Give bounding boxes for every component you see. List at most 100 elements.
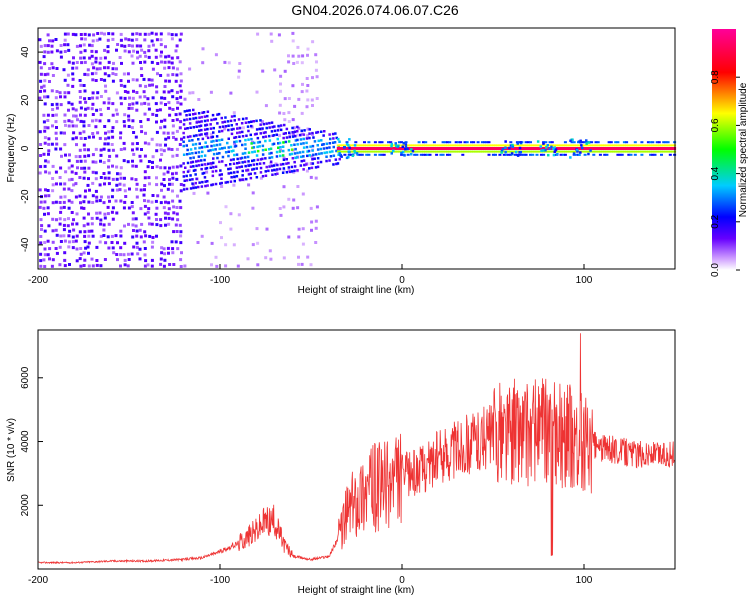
heatmap-cell bbox=[387, 141, 390, 144]
heatmap-cell bbox=[111, 32, 115, 36]
heatmap-cell bbox=[139, 67, 143, 71]
heatmap-cell bbox=[300, 159, 303, 163]
heatmap-cell bbox=[155, 120, 158, 124]
heatmap-cell bbox=[529, 150, 532, 153]
heatmap-cell bbox=[164, 45, 167, 49]
heatmap-cell bbox=[365, 150, 369, 153]
heatmap-cell bbox=[87, 154, 91, 158]
heatmap-cell bbox=[577, 147, 580, 150]
heatmap-cell bbox=[317, 152, 321, 156]
heatmap-cell bbox=[143, 101, 147, 105]
heatmap-cell bbox=[87, 166, 91, 170]
heatmap-cell bbox=[428, 150, 432, 153]
heatmap-cell bbox=[283, 118, 287, 122]
heatmap-cell bbox=[214, 148, 217, 151]
heatmap-cell bbox=[106, 66, 110, 70]
heatmap-cell bbox=[282, 185, 286, 189]
heatmap-cell bbox=[404, 147, 407, 151]
heatmap-cell bbox=[439, 147, 443, 150]
heatmap-cell bbox=[168, 113, 172, 117]
heatmap-cell bbox=[526, 147, 530, 150]
heatmap-cell bbox=[507, 150, 511, 153]
heatmap-cell bbox=[167, 251, 170, 255]
heatmap-cell bbox=[351, 154, 355, 157]
heatmap-cell bbox=[519, 141, 522, 144]
heatmap-cell bbox=[221, 147, 224, 150]
heatmap-cell bbox=[373, 147, 377, 150]
heatmap-cell bbox=[287, 166, 291, 169]
heatmap-cell bbox=[155, 206, 159, 210]
heatmap-cell bbox=[504, 150, 507, 154]
heatmap-cell bbox=[98, 183, 102, 187]
heatmap-cell bbox=[102, 234, 106, 237]
heatmap-cell bbox=[148, 234, 152, 238]
heatmap-cell bbox=[570, 141, 574, 144]
heatmap-cell bbox=[147, 207, 151, 211]
heatmap-cell bbox=[78, 90, 82, 93]
heatmap-cell bbox=[233, 171, 236, 174]
heatmap-cell bbox=[531, 147, 535, 150]
heatmap-cell bbox=[340, 155, 343, 158]
heatmap-cell bbox=[74, 114, 78, 118]
heatmap-cell bbox=[38, 171, 42, 175]
heatmap-cell bbox=[123, 200, 127, 204]
heatmap-cell bbox=[592, 144, 596, 147]
heatmap-cell bbox=[422, 141, 425, 144]
heatmap-cell bbox=[160, 96, 164, 100]
heatmap-cell bbox=[72, 228, 76, 232]
heatmap-cell bbox=[202, 111, 206, 114]
heatmap-cell bbox=[662, 141, 666, 144]
heatmap-cell bbox=[391, 147, 395, 150]
heatmap-cell bbox=[90, 222, 94, 226]
heatmap-cell bbox=[334, 132, 337, 135]
heatmap-cell bbox=[186, 127, 189, 130]
heatmap-cell bbox=[170, 89, 174, 93]
heatmap-cell bbox=[179, 164, 183, 168]
heatmap-cell bbox=[487, 144, 491, 147]
heatmap-cell bbox=[378, 147, 382, 150]
heatmap-cell bbox=[185, 179, 189, 182]
heatmap-cell bbox=[195, 134, 198, 137]
heatmap-cell bbox=[224, 164, 228, 167]
heatmap-cell bbox=[614, 147, 618, 150]
heatmap-cell bbox=[579, 151, 582, 154]
heatmap-cell bbox=[39, 264, 43, 268]
heatmap-cell bbox=[237, 69, 241, 73]
heatmap-cell bbox=[371, 147, 375, 150]
heatmap-cell bbox=[603, 147, 607, 150]
heatmap-cell bbox=[155, 218, 158, 221]
heatmap-cell bbox=[224, 116, 227, 119]
heatmap-cell bbox=[63, 119, 67, 123]
heatmap-cell bbox=[75, 222, 79, 226]
heatmap-cell bbox=[478, 150, 482, 153]
heatmap-cell bbox=[182, 140, 185, 143]
heatmap-cell bbox=[154, 212, 158, 216]
heatmap-cell bbox=[171, 247, 175, 251]
heatmap-cell bbox=[535, 153, 539, 156]
heatmap-cell bbox=[255, 162, 259, 166]
heatmap-cell bbox=[328, 133, 331, 136]
heatmap-cell bbox=[668, 144, 672, 147]
heatmap-cell bbox=[288, 153, 292, 156]
heatmap-cell bbox=[78, 79, 82, 82]
heatmap-cell bbox=[250, 142, 253, 145]
heatmap-cell bbox=[194, 151, 198, 155]
heatmap-cell bbox=[62, 200, 66, 204]
heatmap-cell bbox=[264, 157, 267, 160]
heatmap-cell bbox=[156, 194, 160, 198]
heatmap-cell bbox=[261, 69, 265, 73]
heatmap-cell bbox=[287, 54, 290, 58]
heatmap-cell bbox=[230, 124, 233, 127]
x-tick-label: 100 bbox=[576, 575, 593, 586]
heatmap-cell bbox=[159, 166, 163, 170]
heatmap-cell bbox=[176, 101, 180, 105]
heatmap-cell bbox=[91, 181, 95, 185]
heatmap-cell bbox=[62, 68, 66, 72]
heatmap-cell bbox=[95, 96, 99, 100]
heatmap-cell bbox=[235, 123, 238, 126]
heatmap-cell bbox=[390, 142, 393, 146]
heatmap-cell bbox=[211, 113, 215, 117]
heatmap-cell bbox=[331, 132, 335, 136]
heatmap-cell bbox=[259, 171, 263, 174]
heatmap-cell bbox=[216, 156, 219, 160]
